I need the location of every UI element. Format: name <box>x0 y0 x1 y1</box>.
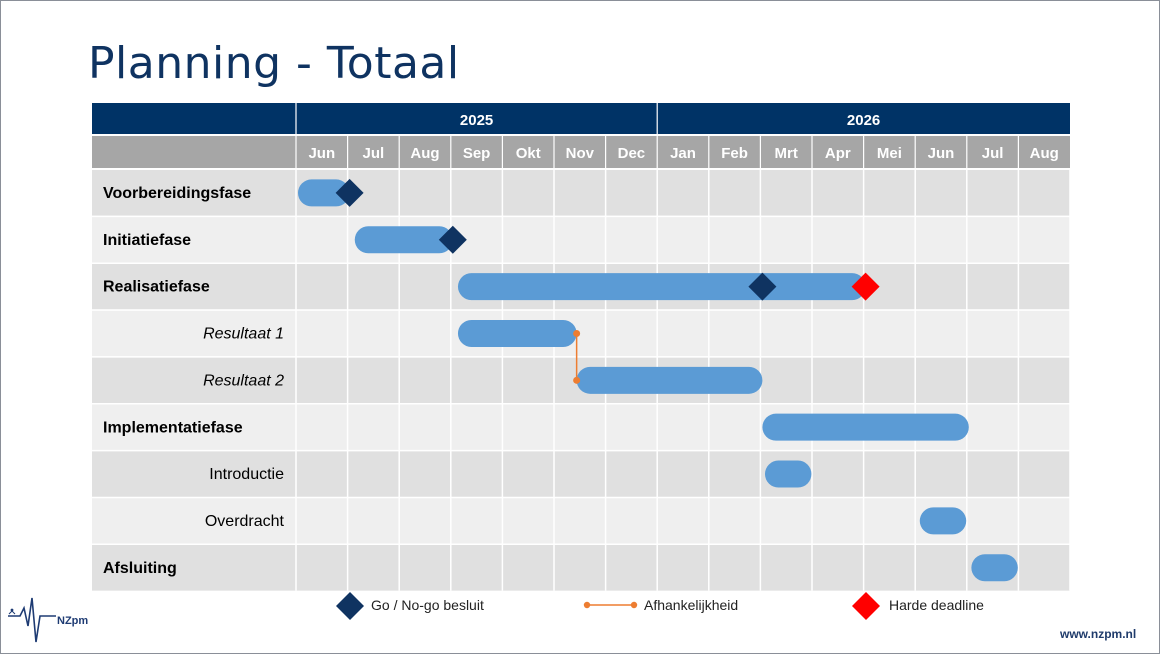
task-label: Introductie <box>209 466 284 483</box>
month-label: Aug <box>410 145 439 162</box>
row-background <box>92 544 1070 591</box>
month-label: Mrt <box>775 145 798 162</box>
year-header-bar <box>92 103 1070 134</box>
month-label: Jul <box>363 145 385 162</box>
go-no-go-milestone <box>335 178 364 207</box>
legend-dependency-label: Afhankelijkheid <box>644 597 739 613</box>
gantt-bar <box>354 226 453 254</box>
row-background <box>92 497 1070 544</box>
year-label: 2026 <box>847 112 880 129</box>
month-header-bar <box>92 136 1070 168</box>
month-label: Jul <box>982 145 1004 162</box>
website-url: www.nzpm.nl <box>1060 627 1137 641</box>
go-no-go-milestone <box>438 225 467 254</box>
gantt-bar <box>457 319 577 347</box>
task-label: Overdracht <box>205 513 285 530</box>
task-label: Voorbereidingsfase <box>103 185 251 202</box>
gantt-bar <box>919 507 967 535</box>
task-label: Resultaat 2 <box>203 372 284 389</box>
gantt-bar <box>457 273 866 301</box>
nzpm-logo-icon <box>8 597 56 643</box>
row-background <box>92 310 1070 357</box>
row-background <box>92 170 1070 216</box>
month-label: Aug <box>1030 145 1059 162</box>
month-label: Jun <box>928 145 955 162</box>
dependency-dot <box>573 329 581 337</box>
legend-dependency-dot <box>630 601 638 609</box>
task-label: Realisatiefase <box>103 279 210 296</box>
year-label: 2025 <box>460 112 493 129</box>
month-label: Dec <box>618 145 646 162</box>
month-label: Jun <box>308 145 335 162</box>
gantt-bar <box>971 554 1018 582</box>
month-label: Jan <box>670 145 696 162</box>
legend-deadline-label: Harde deadline <box>889 597 984 613</box>
task-label: Implementatiefase <box>103 419 243 436</box>
month-label: Mei <box>877 145 902 162</box>
gantt-bar <box>298 179 350 207</box>
month-label: Apr <box>825 145 851 162</box>
task-label: Initiatiefase <box>103 232 191 249</box>
gantt-bar <box>762 413 969 441</box>
page-title: Planning - Totaal <box>88 38 460 89</box>
deadline-milestone <box>851 272 880 301</box>
legend-dependency-dot <box>583 601 591 609</box>
legend-deadline-diamond <box>852 592 880 620</box>
task-label: Resultaat 1 <box>203 326 284 343</box>
gantt-bar <box>576 366 763 394</box>
row-background <box>92 451 1070 497</box>
logo-text: NZpm <box>57 615 89 627</box>
month-label: Nov <box>566 145 595 162</box>
legend-go-label: Go / No-go besluit <box>371 597 484 613</box>
month-label: Feb <box>721 145 748 162</box>
month-label: Okt <box>516 145 541 162</box>
go-no-go-milestone <box>748 272 777 301</box>
dependency-dot <box>573 376 581 384</box>
gantt-bar <box>764 460 812 488</box>
legend-go-diamond <box>336 592 364 620</box>
task-label: Afsluiting <box>103 560 177 577</box>
row-background <box>92 216 1070 263</box>
month-label: Sep <box>463 145 491 162</box>
